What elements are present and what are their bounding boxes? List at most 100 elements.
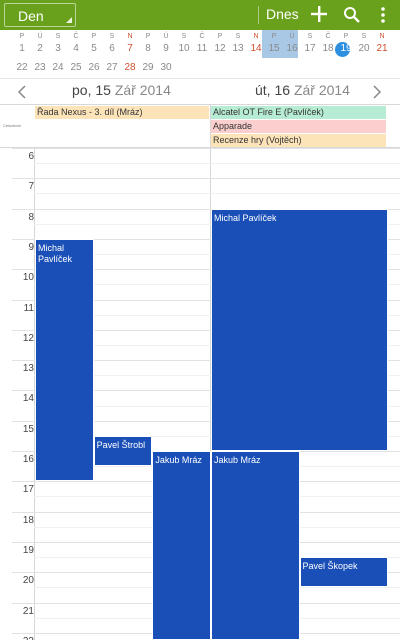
today-indicator (335, 42, 350, 57)
view-mode-dropdown[interactable]: Den (4, 3, 76, 27)
hour-line (12, 329, 400, 331)
mini-day[interactable]: 9 (163, 43, 169, 54)
mini-day[interactable]: 17 (304, 43, 316, 54)
weekday-label: P (343, 33, 349, 40)
hour-label: 14 (22, 393, 34, 405)
half-hour-line (34, 193, 400, 195)
mini-day[interactable]: 13 (232, 43, 244, 54)
weekday-label: P (145, 33, 151, 40)
weekday-label: S (55, 33, 61, 40)
mini-day[interactable]: 24 (52, 62, 64, 73)
weekday-label: Ú (163, 33, 169, 40)
all-day-label: Celodenní (3, 123, 22, 128)
weekday-label: P (91, 33, 97, 40)
search-icon[interactable] (343, 6, 361, 24)
hour-line (12, 148, 400, 149)
mini-day[interactable]: 5 (91, 43, 97, 54)
mini-day[interactable]: 1 (19, 43, 25, 54)
mini-day[interactable]: 25 (70, 62, 82, 73)
dropdown-corner-icon (66, 17, 72, 23)
mini-day[interactable]: 8 (145, 43, 151, 54)
weekday-label: Č (73, 33, 79, 40)
view-mode-label: Den (18, 8, 44, 24)
weekday-label: P (271, 33, 277, 40)
all-day-event[interactable]: Recenze hry (Vojtěch) (211, 134, 386, 147)
day2-weekday: út, (255, 82, 271, 98)
mini-day[interactable]: 2 (37, 43, 43, 54)
mini-day[interactable]: 21 (376, 43, 388, 54)
mini-day[interactable]: 19 (340, 43, 352, 54)
next-icon[interactable] (371, 84, 383, 100)
hour-label: 7 (28, 181, 34, 193)
event-block[interactable]: Pavel Štrobl (93, 435, 153, 467)
day1-number: 15 (95, 82, 111, 98)
hour-label: 9 (28, 241, 34, 253)
weekday-label: S (109, 33, 115, 40)
all-day-event[interactable]: Řada Nexus - 3. díl (Mráz) (35, 106, 209, 119)
previous-icon[interactable] (16, 84, 28, 100)
day-title-2[interactable]: út, 16 Zář 2014 (255, 82, 350, 98)
hour-label: 21 (22, 605, 34, 617)
event-block[interactable]: Jakub Mráz (152, 451, 211, 640)
hour-label: 6 (28, 151, 34, 162)
mini-day[interactable]: 30 (160, 62, 172, 73)
mini-day[interactable]: 15 (268, 43, 280, 54)
hour-line (12, 178, 400, 180)
weekday-label: Č (199, 33, 205, 40)
mini-day[interactable]: 12 (214, 43, 226, 54)
mini-day[interactable]: 10 (178, 43, 190, 54)
time-column-divider (34, 148, 35, 640)
mini-day[interactable]: 16 (286, 43, 298, 54)
mini-day[interactable]: 22 (16, 62, 28, 73)
mini-day[interactable]: 29 (142, 62, 154, 73)
mini-day[interactable]: 18 (322, 43, 334, 54)
mini-day[interactable]: 7 (127, 43, 133, 54)
overflow-menu-icon[interactable] (377, 6, 389, 24)
add-event-icon[interactable] (310, 4, 328, 24)
mini-day[interactable]: 3 (55, 43, 61, 54)
mini-day[interactable]: 4 (73, 43, 79, 54)
mini-day[interactable]: 6 (109, 43, 115, 54)
day-header: po, 15 Zář 2014 út, 16 Zář 2014 (0, 78, 400, 104)
event-block[interactable]: Jakub Mráz (211, 451, 300, 640)
all-day-event[interactable]: Alcatel OT Fire E (Pavlíček) (211, 106, 386, 119)
mini-day[interactable]: 28 (124, 62, 136, 73)
weekday-label: Ú (289, 33, 295, 40)
weekday-label: S (235, 33, 241, 40)
hour-label: 22 (22, 636, 34, 640)
today-button[interactable]: Dnes (266, 6, 299, 22)
event-block[interactable]: Michal Pavlíček (211, 208, 388, 451)
mini-day[interactable]: 20 (358, 43, 370, 54)
mini-day[interactable]: 27 (106, 62, 118, 73)
weekday-label: N (127, 33, 133, 40)
event-block[interactable]: Michal Pavlíček (35, 238, 94, 482)
half-hour-line (34, 163, 400, 165)
mini-day[interactable]: 11 (196, 43, 208, 54)
mini-day[interactable]: 26 (88, 62, 100, 73)
weekday-label: N (379, 33, 385, 40)
day-title-1[interactable]: po, 15 Zář 2014 (72, 82, 171, 98)
mini-day[interactable]: 23 (34, 62, 46, 73)
selected-range-highlight (262, 30, 298, 58)
day1-weekday: po, (72, 82, 92, 98)
weekday-label: S (307, 33, 313, 40)
weekday-label: S (361, 33, 367, 40)
all-day-event[interactable]: Apparade (211, 120, 386, 133)
weekday-label: S (181, 33, 187, 40)
toolbar-divider (258, 6, 259, 24)
hour-line (12, 360, 400, 362)
action-bar: Den Dnes (0, 0, 400, 30)
weekday-label: P (19, 33, 25, 40)
time-grid[interactable]: 6 7 8 9 10 11 12 13 14 15 16 17 18 19 20 21 22 Michal Pav… (0, 148, 400, 640)
all-day-divider (210, 105, 211, 147)
day2-number: 16 (274, 82, 291, 98)
hour-label: 12 (22, 332, 34, 344)
hour-label: 16 (22, 454, 34, 465)
hour-label: 18 (22, 514, 34, 526)
all-day-section: Celodenní Řada Nexus - 3. díl (Mráz) Alca… (0, 104, 400, 148)
weekday-label: N (253, 33, 259, 40)
mini-day[interactable]: 14 (250, 43, 262, 54)
event-block[interactable]: Pavel Škopek (299, 557, 388, 588)
hour-label: 19 (22, 544, 34, 556)
